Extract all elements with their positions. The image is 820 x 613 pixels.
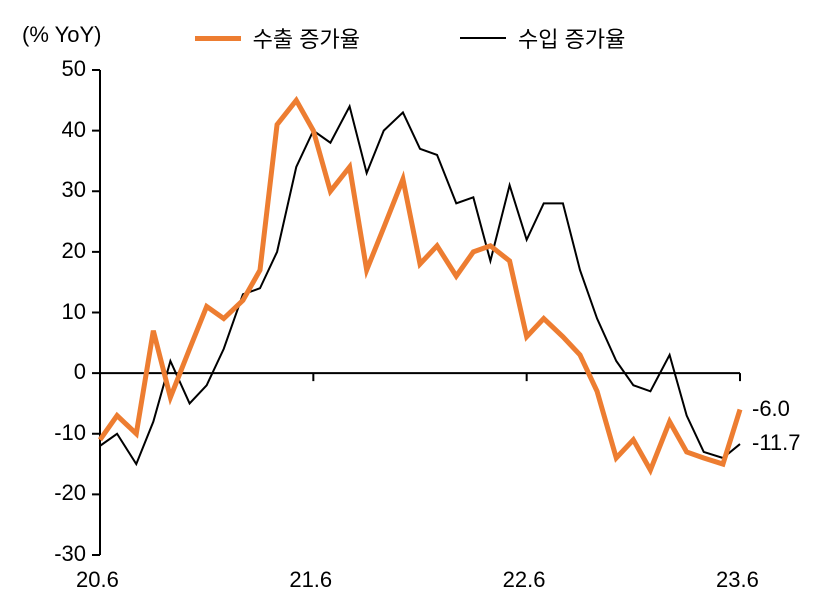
x-tick-label: 23.6 [716, 567, 759, 593]
legend-label: 수출 증가율 [253, 22, 360, 54]
legend-swatch [195, 36, 241, 41]
x-tick-label: 22.6 [503, 567, 546, 593]
x-tick-label: 20.6 [76, 567, 119, 593]
y-tick-label: -30 [54, 541, 86, 567]
legend-item: 수출 증가율 [195, 22, 360, 54]
legend-item: 수입 증가율 [460, 22, 625, 54]
chart-svg [0, 0, 820, 613]
legend: 수출 증가율 수입 증가율 [0, 22, 820, 54]
y-tick-label: 0 [74, 359, 86, 385]
line-chart: (% YoY) 수출 증가율 수입 증가율 -30-20-10010203040… [0, 0, 820, 613]
x-tick-label: 21.6 [289, 567, 332, 593]
y-tick-label: 50 [62, 56, 86, 82]
y-tick-label: 10 [62, 299, 86, 325]
y-tick-label: 20 [62, 238, 86, 264]
y-tick-label: -20 [54, 480, 86, 506]
legend-label: 수입 증가율 [518, 22, 625, 54]
y-tick-label: -10 [54, 420, 86, 446]
series-end-label: -11.7 [752, 430, 801, 456]
y-tick-label: 30 [62, 177, 86, 203]
y-tick-label: 40 [62, 117, 86, 143]
legend-swatch [460, 37, 506, 39]
series-end-label: -6.0 [752, 396, 790, 422]
